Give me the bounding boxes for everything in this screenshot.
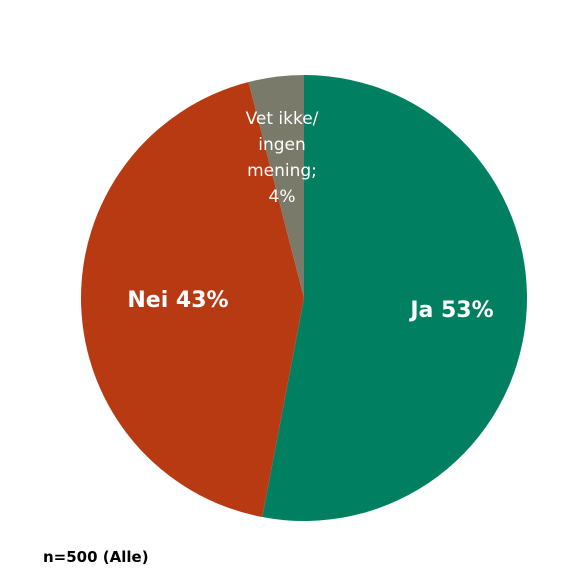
- sample-size-note: n=500 (Alle): [43, 548, 149, 566]
- slice-label-vet-ikke-line-1: Vet ikke/: [246, 109, 319, 129]
- pie-slice-vet-ikke-ingen-mening: [248, 75, 304, 298]
- pie-slice-ja: [262, 75, 527, 521]
- pie-labels: Ja 53% Nei 43% Vet ikke/ ingen mening; 4…: [127, 109, 493, 323]
- slice-label-vet-ikke-line-3: mening;: [247, 161, 317, 181]
- pie-slice-nei: [80, 82, 304, 518]
- slice-label-ja: Ja 53%: [408, 298, 493, 323]
- slice-label-nei: Nei 43%: [127, 288, 228, 313]
- slice-label-vet-ikke-line-4: 4%: [269, 187, 296, 207]
- slice-label-vet-ikke-line-2: ingen: [258, 135, 306, 155]
- pie-slices: [80, 75, 527, 521]
